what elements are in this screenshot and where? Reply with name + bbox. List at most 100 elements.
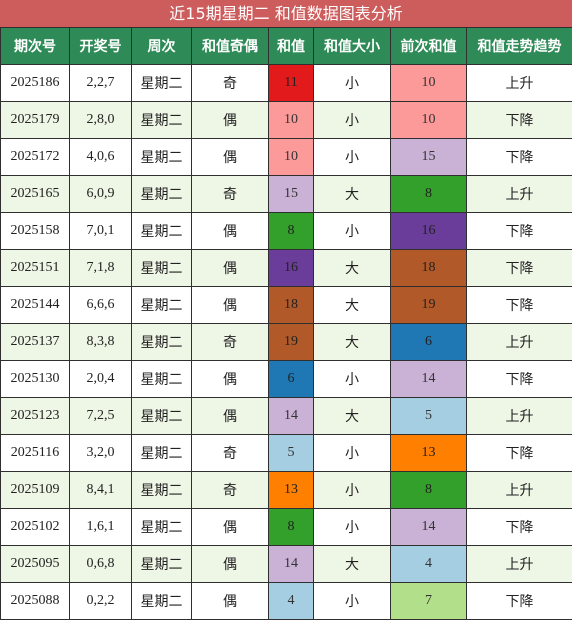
cell-prev-sum: 8 xyxy=(390,175,467,213)
cell-parity: 偶 xyxy=(191,508,269,546)
table-row: 2025116 3,2,0 星期二奇 5 小 13 下降 xyxy=(0,434,572,472)
header-sum: 和值 xyxy=(268,27,314,65)
cell-numbers: 0,2,2 xyxy=(69,582,132,620)
table-row: 2025095 0,6,8 星期二偶 14 大 4 上升 xyxy=(0,545,572,583)
cell-sum: 8 xyxy=(268,212,314,250)
cell-prev-sum: 16 xyxy=(390,212,467,250)
chart-title: 近15期星期二 和值数据图表分析 xyxy=(0,0,572,27)
cell-sum: 19 xyxy=(268,323,314,361)
cell-trend: 下降 xyxy=(466,212,572,250)
cell-size: 小 xyxy=(313,434,391,472)
cell-trend: 下降 xyxy=(466,286,572,324)
cell-numbers: 7,0,1 xyxy=(69,212,132,250)
cell-parity: 偶 xyxy=(191,397,269,435)
cell-parity: 奇 xyxy=(191,64,269,102)
table-row: 2025172 4,0,6 星期二偶 10 小 15 下降 xyxy=(0,138,572,176)
cell-issue: 2025137 xyxy=(0,323,70,361)
table-row: 2025130 2,0,4 星期二偶 6 小 14 下降 xyxy=(0,360,572,398)
cell-size: 小 xyxy=(313,101,391,139)
cell-weekday: 星期二 xyxy=(131,360,192,398)
cell-issue: 2025116 xyxy=(0,434,70,472)
cell-prev-sum: 14 xyxy=(390,360,467,398)
cell-issue: 2025095 xyxy=(0,545,70,583)
cell-numbers: 7,2,5 xyxy=(69,397,132,435)
cell-issue: 2025088 xyxy=(0,582,70,620)
cell-prev-sum: 10 xyxy=(390,64,467,102)
cell-parity: 奇 xyxy=(191,175,269,213)
cell-numbers: 1,6,1 xyxy=(69,508,132,546)
cell-issue: 2025123 xyxy=(0,397,70,435)
header-numbers: 开奖号 xyxy=(69,27,132,65)
cell-prev-sum: 6 xyxy=(390,323,467,361)
cell-trend: 下降 xyxy=(466,101,572,139)
cell-weekday: 星期二 xyxy=(131,508,192,546)
cell-numbers: 8,3,8 xyxy=(69,323,132,361)
cell-size: 大 xyxy=(313,286,391,324)
cell-numbers: 6,6,6 xyxy=(69,286,132,324)
cell-parity: 奇 xyxy=(191,434,269,472)
cell-sum: 14 xyxy=(268,545,314,583)
cell-numbers: 4,0,6 xyxy=(69,138,132,176)
cell-size: 大 xyxy=(313,249,391,287)
cell-weekday: 星期二 xyxy=(131,286,192,324)
cell-parity: 偶 xyxy=(191,212,269,250)
cell-sum: 4 xyxy=(268,582,314,620)
cell-parity: 偶 xyxy=(191,582,269,620)
cell-trend: 上升 xyxy=(466,64,572,102)
cell-trend: 下降 xyxy=(466,249,572,287)
cell-trend: 下降 xyxy=(466,138,572,176)
cell-size: 小 xyxy=(313,138,391,176)
cell-weekday: 星期二 xyxy=(131,64,192,102)
header-size: 和值大小 xyxy=(313,27,391,65)
cell-parity: 奇 xyxy=(191,471,269,509)
cell-sum: 14 xyxy=(268,397,314,435)
cell-issue: 2025172 xyxy=(0,138,70,176)
cell-parity: 偶 xyxy=(191,138,269,176)
data-table: 期次号 开奖号 周次 和值奇偶 和值 和值大小 前次和值 和值走势趋势 2025… xyxy=(0,27,572,620)
cell-parity: 偶 xyxy=(191,249,269,287)
cell-size: 小 xyxy=(313,212,391,250)
cell-issue: 2025186 xyxy=(0,64,70,102)
cell-sum: 8 xyxy=(268,508,314,546)
cell-trend: 上升 xyxy=(466,175,572,213)
cell-prev-sum: 14 xyxy=(390,508,467,546)
cell-weekday: 星期二 xyxy=(131,545,192,583)
table-body: 2025186 2,2,7 星期二奇 11 小 10 上升 2025179 2,8,0 星期二偶 1… xyxy=(0,64,572,620)
cell-weekday: 星期二 xyxy=(131,138,192,176)
cell-size: 小 xyxy=(313,582,391,620)
cell-trend: 上升 xyxy=(466,397,572,435)
cell-size: 小 xyxy=(313,471,391,509)
header-weekday: 周次 xyxy=(131,27,192,65)
cell-weekday: 星期二 xyxy=(131,434,192,472)
cell-size: 大 xyxy=(313,175,391,213)
cell-weekday: 星期二 xyxy=(131,397,192,435)
table-row: 2025123 7,2,5 星期二偶 14 大 5 上升 xyxy=(0,397,572,435)
header-trend: 和值走势趋势 xyxy=(466,27,572,65)
cell-prev-sum: 8 xyxy=(390,471,467,509)
cell-sum: 10 xyxy=(268,138,314,176)
table-row: 2025165 6,0,9 星期二奇 15 大 8 上升 xyxy=(0,175,572,213)
cell-size: 大 xyxy=(313,545,391,583)
cell-sum: 16 xyxy=(268,249,314,287)
header-prev-sum: 前次和值 xyxy=(390,27,467,65)
cell-parity: 偶 xyxy=(191,545,269,583)
table-row: 2025158 7,0,1 星期二偶 8 小 16 下降 xyxy=(0,212,572,250)
cell-parity: 奇 xyxy=(191,323,269,361)
cell-issue: 2025130 xyxy=(0,360,70,398)
cell-sum: 11 xyxy=(268,64,314,102)
table-row: 2025137 8,3,8 星期二奇 19 大 6 上升 xyxy=(0,323,572,361)
cell-parity: 偶 xyxy=(191,360,269,398)
cell-weekday: 星期二 xyxy=(131,249,192,287)
cell-prev-sum: 19 xyxy=(390,286,467,324)
table-row: 2025151 7,1,8 星期二偶 16 大 18 下降 xyxy=(0,249,572,287)
cell-trend: 下降 xyxy=(466,582,572,620)
cell-numbers: 3,2,0 xyxy=(69,434,132,472)
cell-prev-sum: 7 xyxy=(390,582,467,620)
cell-sum: 6 xyxy=(268,360,314,398)
cell-weekday: 星期二 xyxy=(131,175,192,213)
header-row: 期次号 开奖号 周次 和值奇偶 和值 和值大小 前次和值 和值走势趋势 xyxy=(0,27,572,65)
cell-trend: 下降 xyxy=(466,360,572,398)
header-parity: 和值奇偶 xyxy=(191,27,269,65)
cell-sum: 5 xyxy=(268,434,314,472)
